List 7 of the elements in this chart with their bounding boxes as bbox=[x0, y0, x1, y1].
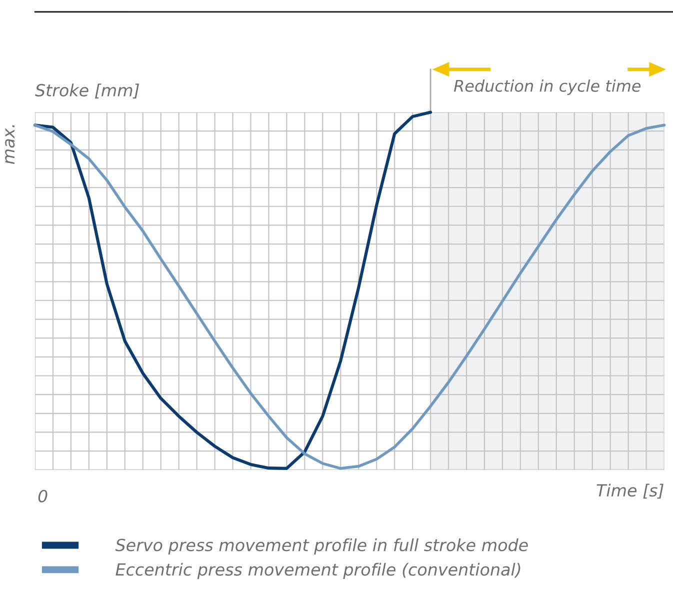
text: Reduction in cycle time bbox=[454, 80, 641, 95]
text: 0 bbox=[38, 490, 48, 502]
legend-label: Servo press movement profile in full stroke mode bbox=[115, 538, 528, 555]
text: max. bbox=[5, 125, 15, 164]
legend-label: Eccentric press movement profile (conventional) bbox=[116, 562, 520, 579]
x-axis-title: Time [s] bbox=[596, 484, 664, 499]
y-axis-title: Stroke [mm] bbox=[35, 84, 140, 98]
